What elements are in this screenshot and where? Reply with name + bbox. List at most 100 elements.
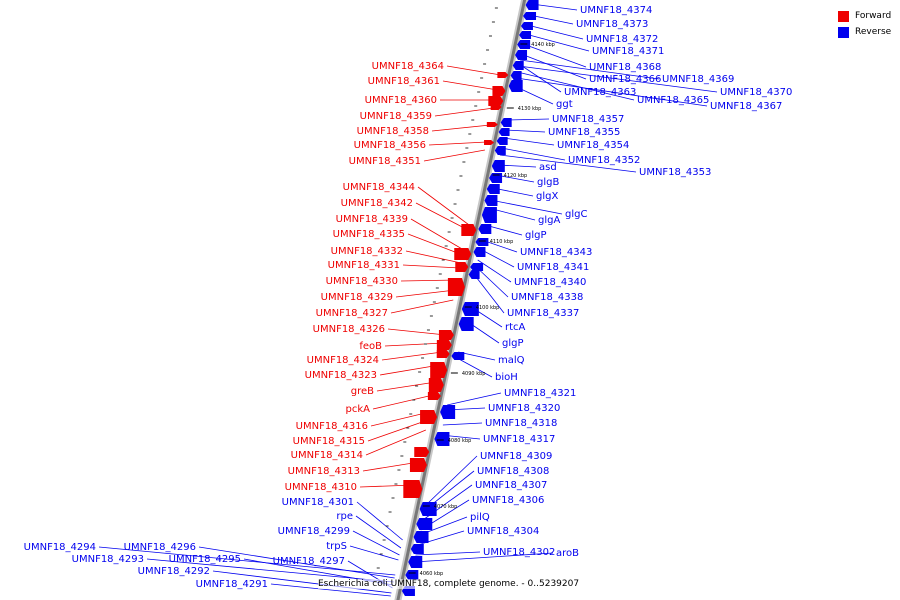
- axis-tick-label: 4070 kbp: [434, 504, 458, 510]
- gene-label: UMNF18_4355: [548, 127, 620, 138]
- gene-label: UMNF18_4369: [662, 74, 734, 85]
- gene-label: UMNF18_4360: [365, 95, 437, 106]
- reverse-gene: [525, 0, 539, 10]
- forward-gene: [430, 362, 448, 378]
- gene-connector: [518, 63, 562, 93]
- gene-label: ggt: [556, 99, 573, 110]
- forward-gene: [492, 86, 506, 96]
- gene-connector: [456, 357, 493, 378]
- legend-forward: Forward: [838, 9, 891, 23]
- gene-label: UMNF18_4343: [520, 247, 592, 258]
- gene-connector: [212, 570, 392, 594]
- reverse-gene: [434, 432, 450, 446]
- gene-label: UMNF18_4294: [24, 542, 96, 553]
- reverse-gene: [510, 71, 522, 80]
- gene-connector: [415, 202, 469, 231]
- gene-label: UMNF18_4293: [72, 554, 144, 565]
- reverse-gene: [520, 22, 533, 30]
- gene-label: UMNF18_4358: [357, 126, 429, 137]
- gene-label: UMNF18_4295: [169, 554, 241, 565]
- gene-label: glgP: [525, 230, 547, 241]
- gene-label: UMNF18_4351: [349, 156, 421, 167]
- gene-connector: [355, 515, 402, 549]
- gene-label: UMNF18_4299: [278, 526, 350, 537]
- gene-label: glgX: [536, 191, 558, 202]
- gene-connector: [477, 259, 512, 283]
- gene-label: UMNF18_4340: [514, 277, 586, 288]
- gene-connector: [372, 394, 434, 410]
- gene-label: UMNF18_4370: [720, 87, 792, 98]
- reverse-gene: [473, 247, 486, 257]
- gene-label: pckA: [346, 404, 371, 415]
- reverse-gene: [486, 184, 500, 194]
- gene-label: UMNF18_4367: [710, 101, 782, 112]
- forward-gene: [484, 140, 495, 145]
- gene-connector: [475, 266, 509, 298]
- gene-label: UMNF18_4373: [576, 19, 648, 30]
- gene-label: UMNF18_4366: [589, 74, 661, 85]
- gene-connector: [517, 71, 635, 101]
- forward-gene: [488, 96, 504, 106]
- gene-connector: [434, 107, 494, 117]
- axis-tick-label: 4100 kbp: [476, 305, 500, 311]
- gene-label: UMNF18_4304: [467, 526, 539, 537]
- gene-connector: [362, 461, 420, 472]
- gene-connector: [390, 299, 454, 314]
- gene-label: UMNF18_4291: [196, 579, 268, 590]
- gene-label: feoB: [359, 341, 382, 352]
- gene-label: UMNF18_4361: [368, 76, 440, 87]
- gene-connector: [501, 147, 566, 161]
- gene-label: UMNF18_4364: [372, 61, 444, 72]
- reverse-gene: [410, 544, 424, 554]
- gene-label: UMNF18_4353: [639, 167, 711, 178]
- reverse-gene: [413, 531, 429, 543]
- forward-gene: [428, 378, 444, 392]
- gene-connector: [356, 501, 403, 541]
- forward-gene: [409, 458, 427, 472]
- gene-connector: [405, 250, 462, 264]
- gene-connector: [395, 289, 456, 298]
- forward-gene: [497, 72, 509, 78]
- gene-label: UMNF18_4326: [313, 324, 385, 335]
- gene-label: UMNF18_4363: [564, 87, 636, 98]
- gene-connector: [352, 530, 400, 556]
- reverse-gene: [494, 146, 506, 155]
- gene-connector: [423, 149, 485, 162]
- axis-tick-label: 4090 kbp: [462, 371, 486, 377]
- gene-connector: [490, 199, 563, 215]
- gene-connector: [387, 328, 446, 336]
- gene-label: UMNF18_4302: [483, 547, 555, 558]
- reverse-gene: [519, 31, 532, 39]
- gene-label: UMNF18_4313: [288, 466, 360, 477]
- gene-label: UMNF18_4317: [483, 434, 555, 445]
- gene-connector: [503, 137, 555, 146]
- reverse-gene: [451, 352, 465, 360]
- forward-gene: [486, 122, 498, 127]
- gene-connector: [407, 233, 463, 256]
- gene-label: rtcA: [505, 322, 526, 333]
- reverse-gene: [496, 137, 508, 145]
- reverse-gene: [481, 207, 497, 223]
- gene-connector: [479, 248, 515, 268]
- axis-tick-label: 4120 kbp: [504, 173, 528, 179]
- axis-tick-label: 4110 kbp: [490, 239, 514, 245]
- gene-connector: [507, 118, 550, 121]
- reverse-gene: [484, 195, 498, 206]
- gene-label: pilQ: [470, 512, 490, 523]
- gene-connector: [525, 33, 590, 52]
- gene-connector: [521, 53, 587, 80]
- gene-connector: [415, 551, 481, 556]
- gene-label: UMNF18_4309: [480, 451, 552, 462]
- gene-label: UMNF18_4372: [586, 34, 658, 45]
- gene-label: UMNF18_4292: [138, 566, 210, 577]
- reverse-gene: [475, 238, 489, 246]
- gene-label: rpe: [336, 511, 353, 522]
- gene-connector: [425, 455, 478, 506]
- reverse-gene: [416, 518, 433, 530]
- gene-label: UMNF18_4338: [511, 292, 583, 303]
- forward-gene: [436, 350, 450, 358]
- reverse-gene: [468, 270, 480, 279]
- gene-connector: [531, 3, 578, 11]
- gene-label: UMNF18_4330: [326, 276, 398, 287]
- forward-gene: [461, 224, 477, 236]
